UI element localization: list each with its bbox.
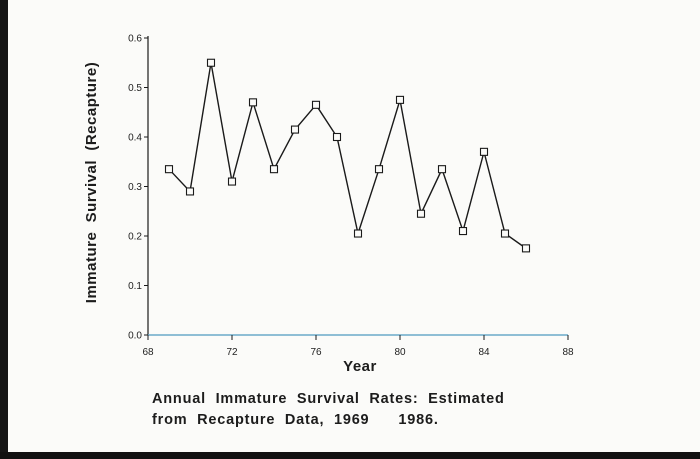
data-point [290, 125, 300, 134]
slide-background [8, 0, 700, 456]
y-tick-label: 0.2 [128, 232, 142, 243]
x-axis-title: Year [343, 358, 377, 375]
y-tick-label: 0.3 [128, 182, 142, 193]
y-tick-label: 0.1 [128, 281, 142, 292]
data-point [521, 244, 531, 253]
y-tick-label: 0.0 [128, 331, 142, 342]
data-point [311, 100, 321, 109]
x-tick-label: 80 [394, 347, 406, 358]
x-tick-label: 72 [226, 347, 238, 358]
chart-series [164, 58, 531, 253]
data-point [248, 98, 258, 107]
data-point [416, 209, 426, 218]
data-point [227, 177, 237, 186]
data-point [332, 132, 342, 142]
y-tick-label: 0.5 [128, 83, 142, 94]
data-point [185, 187, 195, 196]
y-tick-label: 0.6 [128, 34, 142, 45]
series-line [168, 62, 527, 249]
y-tick-label: 0.4 [128, 133, 142, 144]
data-point [164, 165, 174, 174]
data-point [353, 229, 363, 238]
data-point [374, 165, 384, 174]
data-point [269, 165, 279, 174]
y-axis-title: Immature Survival (Recapture) [83, 62, 100, 303]
x-tick-label: 68 [142, 347, 154, 358]
data-point [500, 229, 510, 238]
slide-frame-edge [0, 452, 700, 459]
caption-line-2: from Recapture Data, 1969 1986. [152, 412, 439, 428]
caption-line-1: Annual Immature Survival Rates: Estimate… [152, 391, 505, 407]
data-point [395, 95, 405, 104]
x-tick-label: 76 [310, 347, 322, 358]
data-point [437, 165, 447, 174]
x-tick-label: 84 [478, 347, 490, 358]
data-point [479, 147, 489, 156]
chart-ticks: 0.0 0.1 0.2 0.3 0.4 0.5 0.6 68 72 76 80 84 88 [128, 34, 574, 359]
chart-axes [147, 36, 568, 336]
data-point [458, 227, 468, 236]
x-tick-label: 88 [562, 347, 574, 358]
data-point [206, 58, 216, 67]
figure-caption: Annual Immature Survival Rates: Estimate… [152, 389, 612, 431]
